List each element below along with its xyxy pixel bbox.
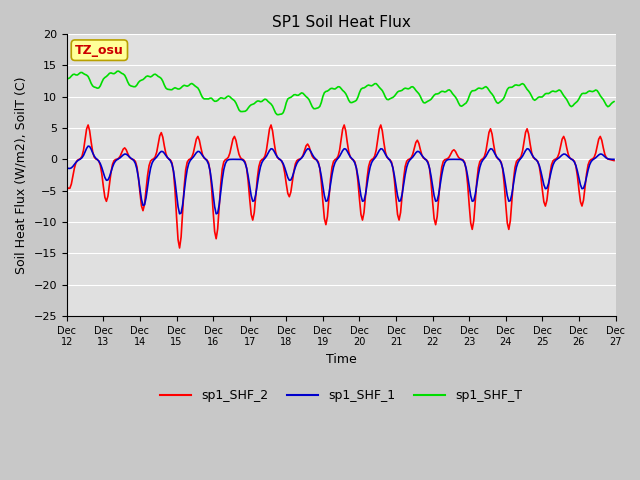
sp1_SHF_T xyxy=(132,84,140,89)
sp1_SHF_T xyxy=(115,68,122,74)
Legend: sp1_SHF_2, sp1_SHF_1, sp1_SHF_T: sp1_SHF_2, sp1_SHF_1, sp1_SHF_T xyxy=(155,384,527,408)
sp1_SHF_T xyxy=(63,76,70,82)
sp1_SHF_1 xyxy=(84,143,92,149)
sp1_SHF_2 xyxy=(305,144,313,150)
sp1_SHF_1 xyxy=(63,165,70,171)
sp1_SHF_1 xyxy=(610,156,618,162)
sp1_SHF_1 xyxy=(582,174,590,180)
sp1_SHF_1 xyxy=(248,193,255,199)
Line: sp1_SHF_1: sp1_SHF_1 xyxy=(67,146,614,214)
Title: SP1 Soil Heat Flux: SP1 Soil Heat Flux xyxy=(272,15,411,30)
sp1_SHF_T xyxy=(610,99,618,105)
sp1_SHF_2 xyxy=(257,158,264,164)
Text: TZ_osu: TZ_osu xyxy=(75,44,124,57)
sp1_SHF_2 xyxy=(176,245,184,251)
sp1_SHF_1 xyxy=(176,211,184,216)
sp1_SHF_1 xyxy=(305,146,313,152)
X-axis label: Time: Time xyxy=(326,353,356,366)
sp1_SHF_2 xyxy=(84,122,92,128)
sp1_SHF_T xyxy=(275,112,282,118)
sp1_SHF_2 xyxy=(132,158,140,164)
sp1_SHF_T xyxy=(582,90,590,96)
sp1_SHF_1 xyxy=(132,161,140,167)
sp1_SHF_2 xyxy=(229,136,237,142)
Y-axis label: Soil Heat Flux (W/m2), SoilT (C): Soil Heat Flux (W/m2), SoilT (C) xyxy=(15,76,28,274)
sp1_SHF_2 xyxy=(248,212,255,217)
sp1_SHF_2 xyxy=(610,158,618,164)
sp1_SHF_1 xyxy=(257,164,264,170)
sp1_SHF_T xyxy=(305,97,313,103)
sp1_SHF_T xyxy=(246,103,253,109)
Line: sp1_SHF_T: sp1_SHF_T xyxy=(67,71,614,115)
Line: sp1_SHF_2: sp1_SHF_2 xyxy=(67,125,614,248)
sp1_SHF_T xyxy=(255,98,262,104)
sp1_SHF_T xyxy=(228,96,236,101)
sp1_SHF_1 xyxy=(229,156,237,162)
sp1_SHF_2 xyxy=(582,171,590,177)
sp1_SHF_2 xyxy=(63,184,70,190)
